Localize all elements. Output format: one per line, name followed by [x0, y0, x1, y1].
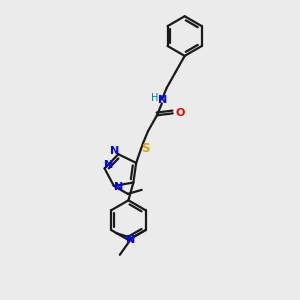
Text: O: O [175, 108, 184, 118]
Text: N: N [110, 146, 119, 156]
Text: N: N [126, 235, 135, 245]
Text: H: H [151, 94, 159, 103]
Text: N: N [158, 95, 167, 106]
Text: S: S [141, 142, 149, 154]
Text: N: N [104, 160, 113, 170]
Text: N: N [114, 182, 124, 192]
